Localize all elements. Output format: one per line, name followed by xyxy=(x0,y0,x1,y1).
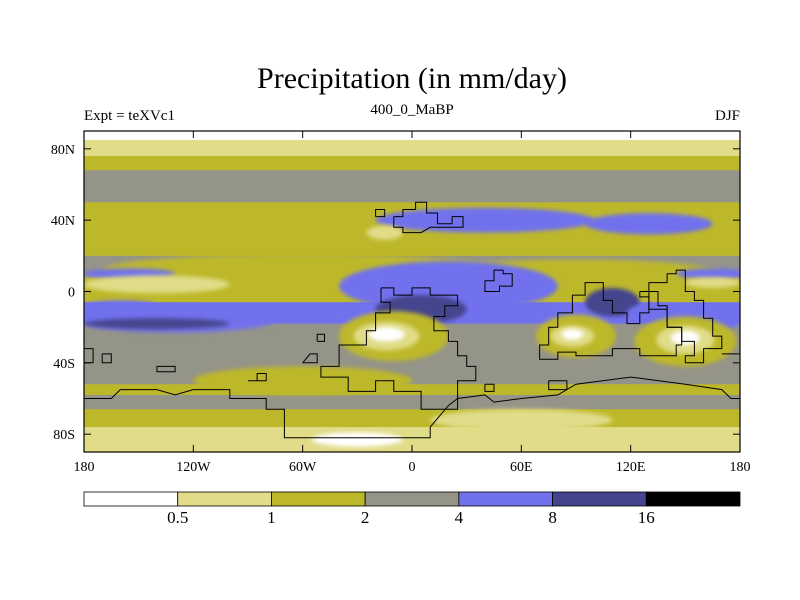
colorbar-box xyxy=(271,491,366,507)
coastline xyxy=(548,380,568,391)
y-tick-label: 40N xyxy=(51,214,75,229)
time-label: 400_0_MaBP xyxy=(370,102,453,118)
coastline xyxy=(393,201,464,234)
precip-region xyxy=(430,409,613,431)
colorbar-box xyxy=(364,491,460,507)
precip-region xyxy=(84,300,157,312)
chart-title: Precipitation (in mm/day) xyxy=(257,62,567,95)
precip-region xyxy=(366,225,403,240)
zonal-band xyxy=(84,139,740,157)
colorbar-box xyxy=(552,491,647,507)
precip-region xyxy=(375,207,595,233)
continent-outlines xyxy=(84,201,740,439)
colorbar-box xyxy=(83,491,179,507)
precip-region xyxy=(676,268,740,280)
coastline xyxy=(484,269,513,292)
colorbar-box xyxy=(458,491,553,507)
coastline xyxy=(320,287,477,410)
precip-region xyxy=(561,328,584,340)
x-tick-label: 180 xyxy=(730,460,751,475)
colorbar-label: 0.5 xyxy=(167,508,188,527)
colorbar-label: 2 xyxy=(361,508,370,527)
colorbar-label: 8 xyxy=(548,508,557,527)
zonal-band xyxy=(84,384,740,396)
coastline xyxy=(101,353,112,364)
zonal-band xyxy=(84,155,740,171)
colorbar: 0.5 1 2 4 8 16 xyxy=(83,491,741,527)
zonal-band xyxy=(84,427,740,442)
x-tick-label: 120E xyxy=(616,460,646,475)
x-tick-label: 120W xyxy=(176,460,211,475)
precip-region xyxy=(84,318,230,329)
x-tick-label: 0 xyxy=(409,460,416,475)
y-tick-label: 40S xyxy=(53,357,75,372)
coastline xyxy=(639,269,723,364)
coastline xyxy=(316,333,325,342)
coastline xyxy=(193,376,740,439)
precip-region xyxy=(670,330,700,345)
colorbar-label: 4 xyxy=(455,508,464,527)
precip-region xyxy=(311,432,403,447)
x-tick-label: 60E xyxy=(510,460,533,475)
coastline xyxy=(484,383,495,392)
x-tick-label: 180 xyxy=(74,460,95,475)
precip-region xyxy=(585,213,713,235)
coastline xyxy=(248,373,267,382)
experiment-label: Expt = teXVc1 xyxy=(84,108,175,124)
x-tick-label: 60W xyxy=(289,460,317,475)
precip-region xyxy=(368,327,405,342)
y-tick-label: 80N xyxy=(51,143,75,158)
coastline xyxy=(156,365,176,373)
zonal-band xyxy=(84,409,740,428)
precip-region xyxy=(84,275,230,294)
colorbar-box xyxy=(645,491,741,507)
colorbar-box xyxy=(177,491,272,507)
season-label: DJF xyxy=(715,108,740,124)
precip-region xyxy=(193,366,412,395)
precip-region xyxy=(685,277,740,288)
axis-ticks: 180 120W 60W 0 60E 120E 180 80N 40N 0 40S 80S xyxy=(51,131,751,475)
colorbar-label: 1 xyxy=(267,508,276,527)
zonal-band xyxy=(84,170,740,203)
coastline xyxy=(302,353,318,364)
zonal-band xyxy=(84,394,740,410)
y-tick-label: 0 xyxy=(68,286,75,301)
colorbar-label: 16 xyxy=(638,508,655,527)
y-tick-label: 80S xyxy=(53,428,75,443)
coastline xyxy=(375,209,386,218)
coastline xyxy=(84,389,194,399)
